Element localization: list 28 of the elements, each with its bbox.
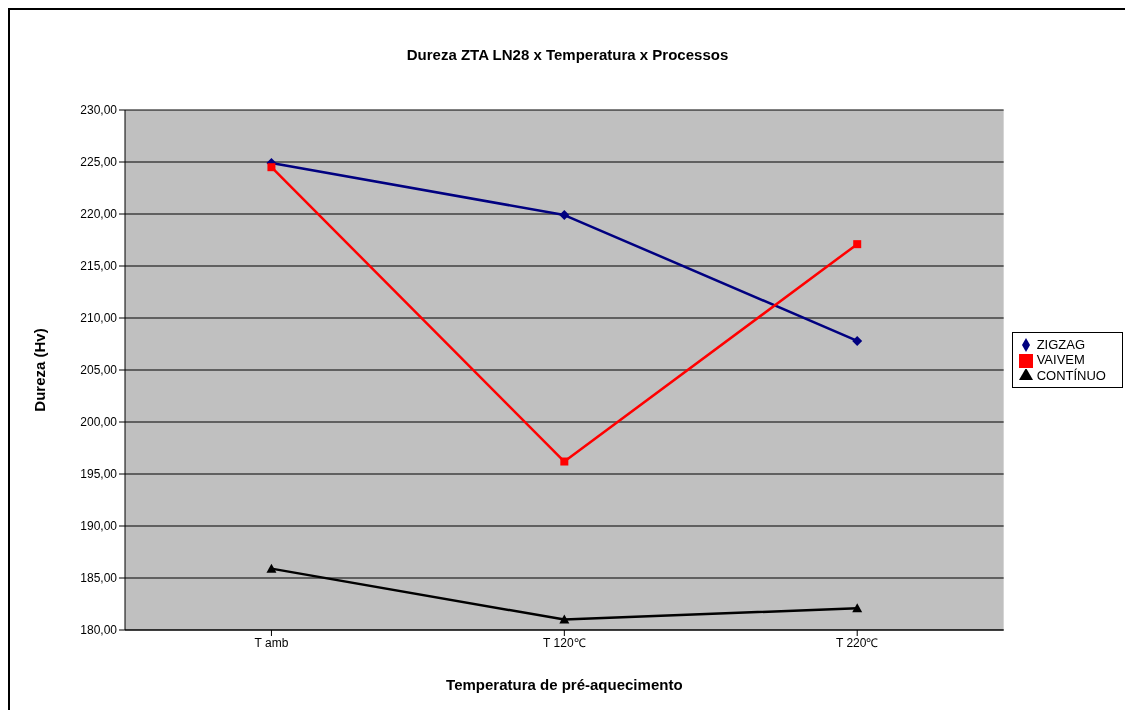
y-tick-label: 230,00 xyxy=(80,103,118,118)
legend-label: VAIVEM xyxy=(1036,352,1085,368)
y-tick-label: 210,00 xyxy=(80,311,118,326)
y-tick-label: 215,00 xyxy=(80,259,118,274)
point xyxy=(266,563,277,573)
point xyxy=(852,603,863,613)
y-tick-label: 190,00 xyxy=(80,519,118,534)
y-tick-label: 220,00 xyxy=(80,207,118,222)
x-tick-label: T 220℃ xyxy=(835,635,879,650)
y-tick-label: 180,00 xyxy=(80,623,118,638)
legend-label: CONTÍNUO xyxy=(1036,367,1106,383)
x-axis-title: Temperatura de pré-aquecimento xyxy=(446,676,683,693)
chart-title: Dureza ZTA LN28 x Temperatura x Processos xyxy=(405,46,730,63)
y-tick-label: 225,00 xyxy=(80,155,118,170)
y-tick-label: 185,00 xyxy=(80,571,118,586)
y-axis-title: Dureza (Hv) xyxy=(31,328,49,412)
point xyxy=(267,163,276,172)
point xyxy=(852,335,863,346)
y-tick-label: 205,00 xyxy=(80,363,118,378)
legend-label: ZIGZAG xyxy=(1036,336,1086,352)
point xyxy=(853,240,862,249)
x-tick-label: T 120℃ xyxy=(543,635,586,650)
x-tick-label: T amb xyxy=(254,635,289,650)
y-tick-label: 195,00 xyxy=(80,467,118,482)
point xyxy=(560,457,569,466)
point xyxy=(559,210,570,221)
point xyxy=(559,614,570,624)
y-tick-label: 200,00 xyxy=(80,415,118,430)
